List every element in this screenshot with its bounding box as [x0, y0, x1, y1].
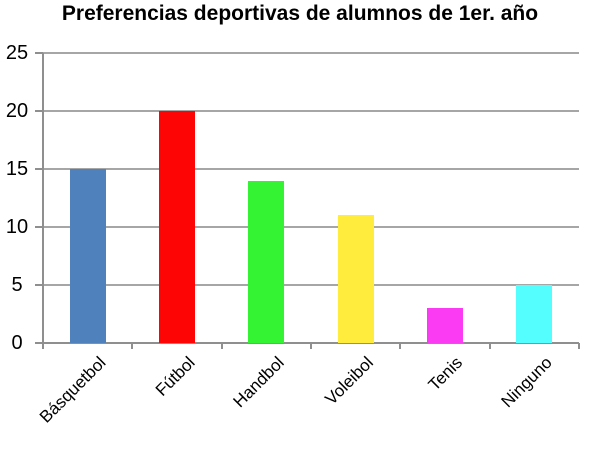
x-axis-label-futbol: Fútbol: [151, 353, 199, 400]
x-axis-tick-3: [310, 343, 312, 349]
y-gridline-20: [43, 110, 579, 112]
y-axis-label-25: 25: [5, 42, 29, 64]
x-axis-label-tenis: Tenis: [424, 353, 467, 395]
x-axis-tick-5: [488, 343, 491, 349]
x-axis-tick-1: [131, 343, 134, 349]
bar-futbol: [159, 111, 195, 343]
bar-handbol: [248, 180, 285, 343]
y-axis-tick-25: [35, 52, 43, 54]
bar-voleibol: [337, 215, 374, 343]
bar-ninguno: [516, 285, 553, 343]
y-axis-label-10: 10: [5, 216, 29, 238]
x-axis-line: [35, 342, 579, 344]
y-axis-label-0: 0: [11, 332, 23, 354]
chart-title: Preferencias deportivas de alumnos de 1e…: [61, 2, 539, 25]
y-axis-tick-15: [35, 168, 43, 170]
y-axis-line: [42, 53, 44, 349]
y-gridline-10: [43, 226, 579, 228]
x-axis-label-voleibol: Voleibol: [321, 353, 378, 409]
y-axis-label-5: 5: [11, 274, 23, 296]
x-axis-label-handbol: Handbol: [229, 353, 288, 412]
x-axis-tick-0: [42, 343, 44, 349]
bar-tenis: [427, 308, 463, 343]
y-gridline-15: [43, 168, 579, 170]
x-axis-tick-2: [220, 343, 223, 349]
y-gridline-5: [43, 284, 579, 286]
x-axis-tick-4: [399, 343, 402, 349]
y-axis-label-15: 15: [5, 158, 29, 180]
y-axis-tick-20: [35, 110, 43, 112]
y-axis-tick-5: [35, 284, 43, 286]
y-axis-tick-10: [35, 226, 43, 228]
x-axis-label-basquetbol: Básquetbol: [35, 353, 110, 427]
y-axis-label-20: 20: [5, 100, 29, 122]
x-axis-label-ninguno: Ninguno: [497, 353, 556, 412]
x-axis-tick-6: [578, 343, 580, 349]
bar-basquetbol: [69, 169, 106, 343]
y-gridline-25: [43, 52, 579, 54]
